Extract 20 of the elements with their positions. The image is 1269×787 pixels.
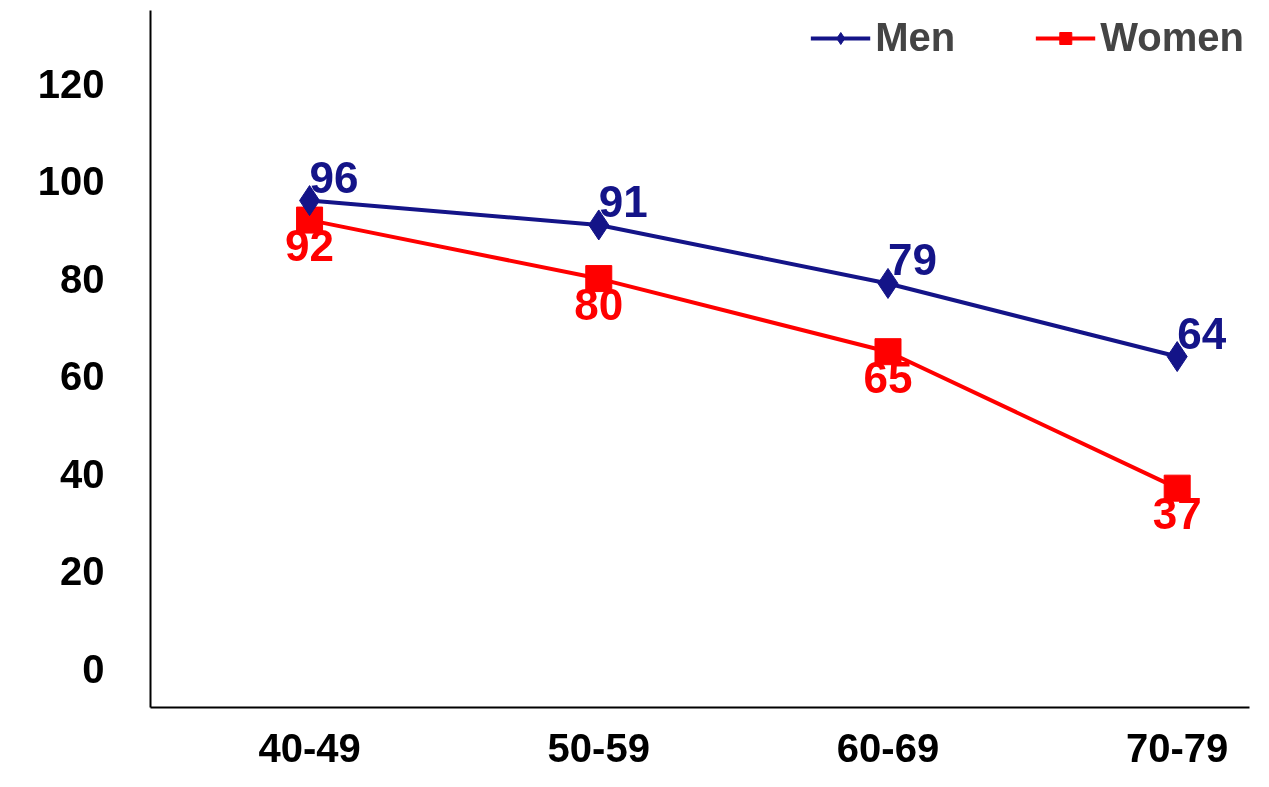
data-label: 64 (1177, 308, 1227, 358)
legend-label: Women (1100, 15, 1244, 60)
y-tick-label: 60 (60, 354, 105, 399)
x-tick-label: 70-79 (1126, 725, 1229, 770)
y-tick-label: 40 (60, 451, 105, 496)
data-label: 91 (598, 176, 648, 226)
data-label: 96 (309, 152, 359, 202)
data-label: 80 (574, 279, 624, 329)
x-tick-label: 40-49 (258, 725, 361, 770)
y-tick-label: 100 (37, 159, 105, 204)
y-tick-label: 80 (60, 256, 105, 301)
y-tick-label: 20 (60, 549, 105, 594)
x-tick-label: 50-59 (547, 725, 650, 770)
y-tick-label: 120 (37, 61, 105, 106)
data-label: 79 (887, 235, 937, 285)
legend-label: Men (875, 15, 956, 60)
y-tick-label: 0 (82, 646, 105, 691)
x-tick-label: 60-69 (836, 725, 940, 770)
data-label: 65 (863, 352, 913, 402)
data-label: 92 (285, 221, 335, 271)
